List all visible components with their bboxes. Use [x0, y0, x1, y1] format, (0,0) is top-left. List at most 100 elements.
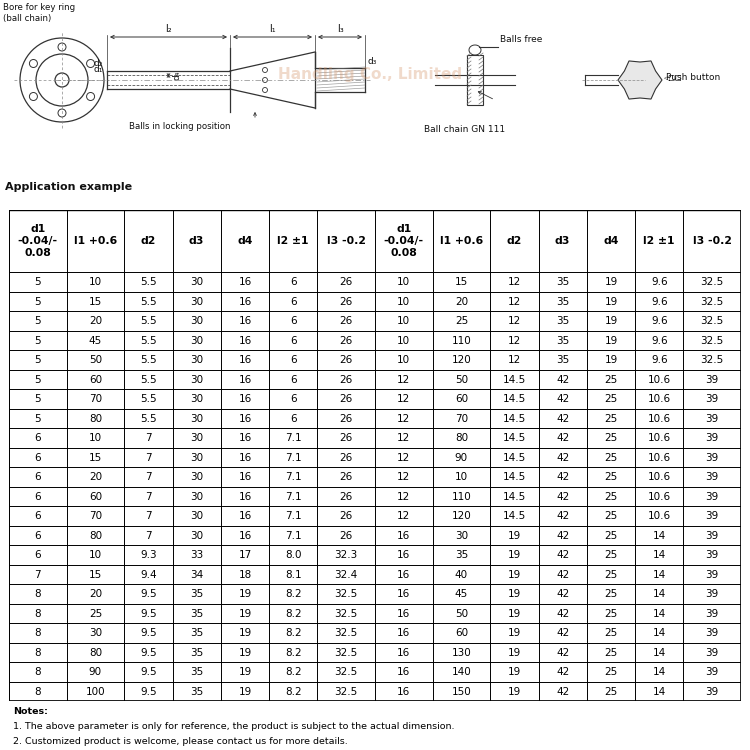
Text: 25: 25 — [604, 452, 617, 463]
Text: 26: 26 — [340, 472, 352, 482]
Text: 26: 26 — [340, 316, 352, 326]
Text: 5: 5 — [34, 355, 41, 365]
Text: 10.6: 10.6 — [648, 433, 670, 443]
Text: 25: 25 — [604, 550, 617, 560]
Text: 30: 30 — [190, 413, 203, 424]
Text: 14: 14 — [652, 530, 666, 541]
Text: 30: 30 — [190, 433, 203, 443]
Text: 39: 39 — [706, 433, 718, 443]
Text: 39: 39 — [706, 569, 718, 580]
Text: 17: 17 — [238, 550, 251, 560]
Text: 140: 140 — [452, 667, 471, 677]
Text: 5.5: 5.5 — [140, 374, 157, 385]
Text: 12: 12 — [398, 433, 410, 443]
Text: 30: 30 — [190, 355, 203, 365]
Text: 9.6: 9.6 — [651, 316, 668, 326]
Text: 5: 5 — [34, 296, 41, 307]
Text: 5: 5 — [34, 413, 41, 424]
Text: 14: 14 — [652, 628, 666, 638]
Text: 19: 19 — [604, 316, 617, 326]
Text: 5.5: 5.5 — [140, 296, 157, 307]
Text: 16: 16 — [238, 433, 251, 443]
Text: 10.6: 10.6 — [648, 472, 670, 482]
Text: 19: 19 — [238, 686, 251, 697]
Text: 8: 8 — [34, 589, 41, 599]
Text: 8: 8 — [34, 628, 41, 638]
Text: 39: 39 — [706, 686, 718, 697]
Text: 39: 39 — [706, 530, 718, 541]
Text: 90: 90 — [454, 452, 468, 463]
Text: 42: 42 — [556, 491, 569, 502]
Bar — [467, 55, 483, 105]
Text: 60: 60 — [88, 491, 102, 502]
Text: 12: 12 — [508, 296, 521, 307]
Text: 12: 12 — [508, 355, 521, 365]
Text: 25: 25 — [604, 569, 617, 580]
Text: 10: 10 — [398, 278, 410, 287]
Text: l₁: l₁ — [269, 24, 276, 34]
Text: 30: 30 — [88, 628, 102, 638]
Text: 32.5: 32.5 — [700, 278, 724, 287]
Text: 42: 42 — [556, 530, 569, 541]
Text: 42: 42 — [556, 394, 569, 404]
Text: 19: 19 — [238, 667, 251, 677]
Text: 8.2: 8.2 — [285, 667, 302, 677]
Text: 26: 26 — [340, 413, 352, 424]
Text: 16: 16 — [398, 647, 410, 658]
Text: 5.5: 5.5 — [140, 335, 157, 346]
Text: 10: 10 — [454, 472, 468, 482]
Text: 12: 12 — [398, 394, 410, 404]
Text: 6: 6 — [290, 316, 296, 326]
Text: 19: 19 — [604, 296, 617, 307]
Text: 16: 16 — [238, 413, 251, 424]
Text: 25: 25 — [604, 374, 617, 385]
Text: 19: 19 — [238, 647, 251, 658]
Text: d₁: d₁ — [94, 65, 103, 74]
Text: 16: 16 — [238, 530, 251, 541]
Text: 16: 16 — [398, 569, 410, 580]
Text: 39: 39 — [706, 589, 718, 599]
Text: 19: 19 — [508, 608, 521, 619]
Text: 42: 42 — [556, 569, 569, 580]
Text: 16: 16 — [238, 278, 251, 287]
Text: 12: 12 — [398, 472, 410, 482]
Text: 16: 16 — [238, 511, 251, 521]
Text: 35: 35 — [556, 355, 569, 365]
Text: 10.6: 10.6 — [648, 374, 670, 385]
Text: 60: 60 — [454, 394, 468, 404]
Text: 80: 80 — [88, 530, 102, 541]
Text: 8.1: 8.1 — [285, 569, 302, 580]
Text: 120: 120 — [452, 511, 471, 521]
Text: 42: 42 — [556, 647, 569, 658]
Text: 19: 19 — [604, 355, 617, 365]
Text: 5: 5 — [34, 316, 41, 326]
Text: 16: 16 — [398, 667, 410, 677]
Text: 100: 100 — [86, 686, 105, 697]
Text: 42: 42 — [556, 433, 569, 443]
Text: 25: 25 — [604, 511, 617, 521]
Text: 42: 42 — [556, 550, 569, 560]
Text: 14: 14 — [652, 589, 666, 599]
Text: 26: 26 — [340, 394, 352, 404]
Text: 32.5: 32.5 — [700, 316, 724, 326]
Text: d1
-0.04/-
0.08: d1 -0.04/- 0.08 — [18, 224, 58, 258]
Text: 12: 12 — [508, 316, 521, 326]
Text: 42: 42 — [556, 686, 569, 697]
Text: 39: 39 — [706, 511, 718, 521]
Text: 15: 15 — [88, 569, 102, 580]
Text: 9.5: 9.5 — [140, 686, 157, 697]
Text: 7.1: 7.1 — [285, 452, 302, 463]
Text: 9.3: 9.3 — [140, 550, 157, 560]
Text: l₃: l₃ — [337, 24, 344, 34]
Text: 39: 39 — [706, 413, 718, 424]
Text: 9.5: 9.5 — [140, 667, 157, 677]
Text: 35: 35 — [190, 608, 203, 619]
Text: 150: 150 — [452, 686, 471, 697]
Text: 30: 30 — [190, 335, 203, 346]
Text: 35: 35 — [454, 550, 468, 560]
Text: 12: 12 — [398, 452, 410, 463]
Text: 12: 12 — [398, 374, 410, 385]
Text: 10: 10 — [88, 278, 102, 287]
Text: 30: 30 — [190, 452, 203, 463]
Text: 42: 42 — [556, 628, 569, 638]
